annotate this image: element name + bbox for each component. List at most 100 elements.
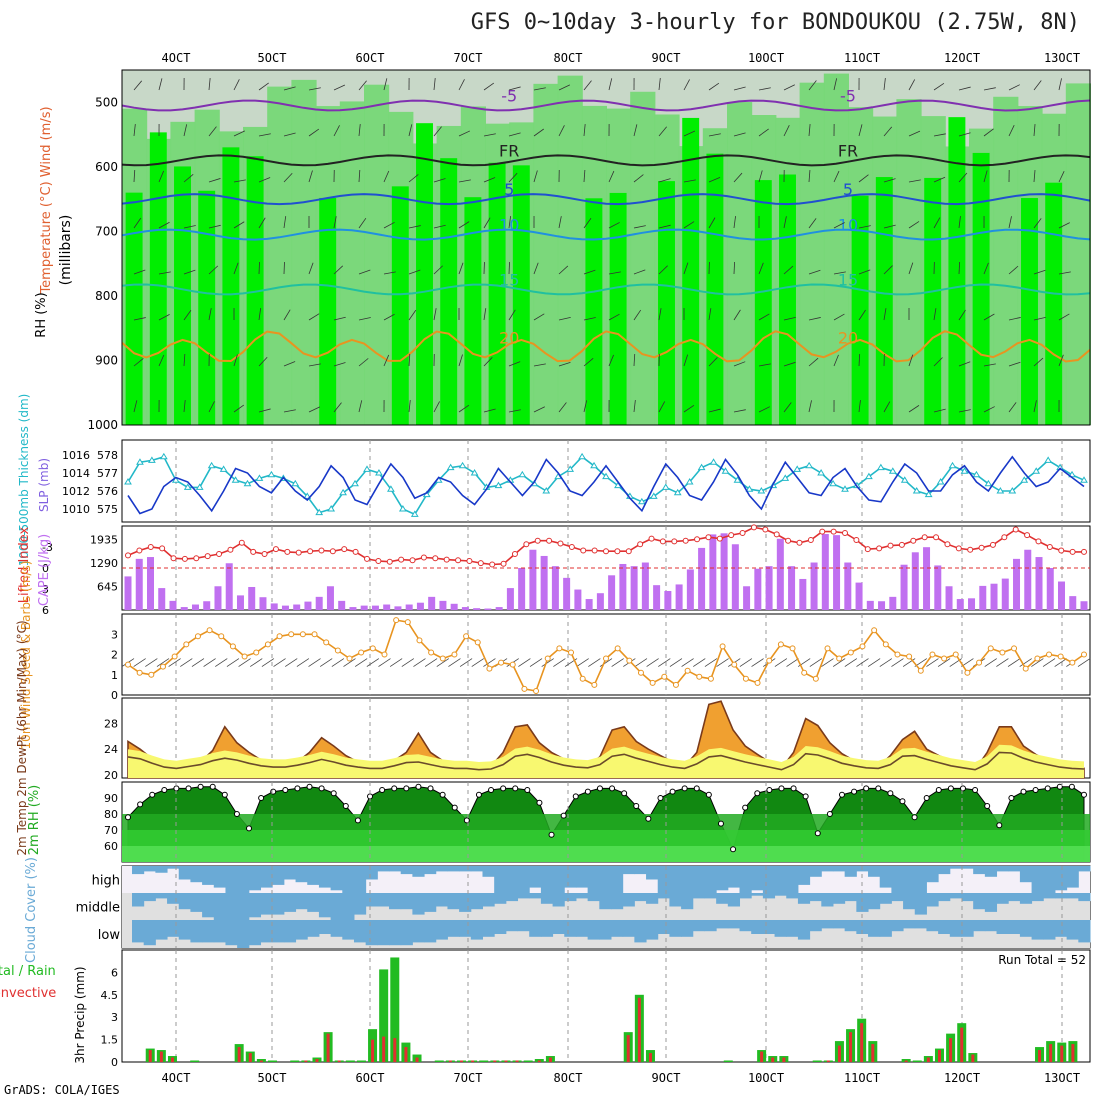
lifted-index-point — [853, 537, 860, 543]
rh2m-point — [354, 817, 361, 824]
cape-bar — [686, 569, 694, 610]
rh2m-point — [742, 804, 749, 811]
rh2m-point — [754, 790, 761, 797]
thickness-point — [1020, 476, 1029, 483]
wind-barb — [1058, 222, 1070, 229]
wind10m-barb — [1054, 658, 1067, 667]
wind10m-barb — [1019, 658, 1032, 667]
li-tick: -3 — [42, 541, 53, 554]
wind-speed-point — [812, 675, 819, 682]
rh2m-point — [972, 787, 979, 793]
date-tick-bottom: 11OCT — [844, 1071, 880, 1085]
wind10m-barb — [576, 658, 589, 667]
cape-bar — [428, 596, 436, 610]
temp-tick: 24 — [104, 743, 118, 756]
wind10m-barb — [926, 658, 939, 667]
cape-bar — [1069, 596, 1077, 610]
wind-barb — [233, 404, 245, 413]
wind-barb — [708, 176, 721, 183]
wind10m-barb — [821, 658, 834, 667]
rh2m-tick: 90 — [104, 792, 118, 805]
cloud-cell — [365, 893, 378, 907]
pressure-tick: 1000 — [87, 418, 118, 432]
rh-band-moist — [823, 73, 849, 425]
cloud-cell — [330, 920, 343, 937]
wind10m-barb — [436, 658, 450, 667]
cloud-cell — [552, 866, 565, 893]
thickness-point — [817, 469, 825, 476]
wind-speed-point — [1011, 645, 1018, 652]
cape-bar — [158, 588, 166, 610]
rh2m-point — [439, 791, 446, 798]
wind-barb — [658, 224, 671, 229]
thickness-point — [578, 452, 586, 460]
cape-bar — [203, 601, 211, 610]
cloud-cell — [1043, 893, 1056, 899]
wind-barb — [783, 361, 796, 367]
wind10m-barb — [879, 658, 893, 667]
wind-barb — [358, 358, 369, 367]
cape-bar — [878, 601, 886, 610]
thickness-point — [1080, 476, 1088, 483]
wind-barb — [683, 179, 696, 183]
cloud-cell — [727, 866, 741, 888]
cloud-cell — [470, 920, 483, 940]
wind-speed-point — [591, 681, 598, 688]
wind-speed-point — [882, 641, 889, 648]
thickness-point — [709, 458, 718, 465]
thickness-point — [494, 481, 503, 489]
cloud-cell — [190, 920, 203, 943]
wind-speed-point — [428, 649, 435, 656]
cloud-cell — [727, 920, 741, 929]
precip-bar — [812, 1060, 822, 1062]
wind-barb — [833, 222, 845, 229]
cloud-cell — [646, 893, 659, 904]
thickness-point — [888, 467, 897, 474]
thickness-point — [829, 479, 837, 487]
cape-bar — [866, 600, 874, 610]
wind-barb — [333, 216, 337, 229]
rh-band-saturated — [198, 190, 216, 425]
lifted-index-point — [318, 547, 325, 554]
lifted-index-point — [227, 546, 234, 553]
wind-barb — [308, 128, 320, 137]
wind-barb — [558, 125, 565, 137]
lifted-index-point — [705, 534, 712, 541]
rh2m-point — [536, 799, 543, 806]
thickness-point — [351, 479, 359, 487]
wind-barb — [358, 124, 361, 137]
date-tick-top: 13OCT — [1044, 51, 1080, 65]
lifted-index-point — [489, 561, 496, 568]
wind-barb — [983, 313, 995, 321]
cloud-cell — [482, 920, 495, 937]
wind-speed-point — [148, 671, 155, 678]
wind-barb — [283, 132, 296, 137]
cloud-cell — [891, 893, 904, 902]
lifted-index-point — [409, 557, 416, 564]
precip-bar — [345, 1060, 355, 1062]
rh2m-point — [379, 787, 386, 793]
wind-barb — [283, 172, 293, 183]
wind-barb — [733, 132, 746, 137]
pressure-tick: 900 — [95, 353, 118, 367]
thickness-point — [243, 479, 252, 487]
cloud-cell — [692, 866, 705, 893]
rh2m-point — [125, 814, 131, 821]
cloud-cell — [470, 866, 483, 872]
cloud-cell — [1008, 920, 1021, 934]
lifted-index-point — [329, 548, 336, 555]
wind10m-barb — [284, 658, 298, 667]
thickness-point — [315, 508, 324, 516]
wind10m-barb — [203, 658, 216, 667]
cloud-cell — [786, 866, 799, 893]
wind-speed-point — [976, 659, 983, 666]
thickness-point — [518, 470, 527, 478]
wind-barb — [408, 353, 411, 367]
convective-bar — [782, 1057, 786, 1062]
cloud-cell — [926, 893, 939, 907]
wind-barb — [208, 78, 211, 91]
wind-barb — [758, 363, 771, 367]
wind-speed-point — [579, 675, 586, 682]
wind-barb — [433, 401, 440, 413]
wind-speed-point — [742, 675, 749, 682]
